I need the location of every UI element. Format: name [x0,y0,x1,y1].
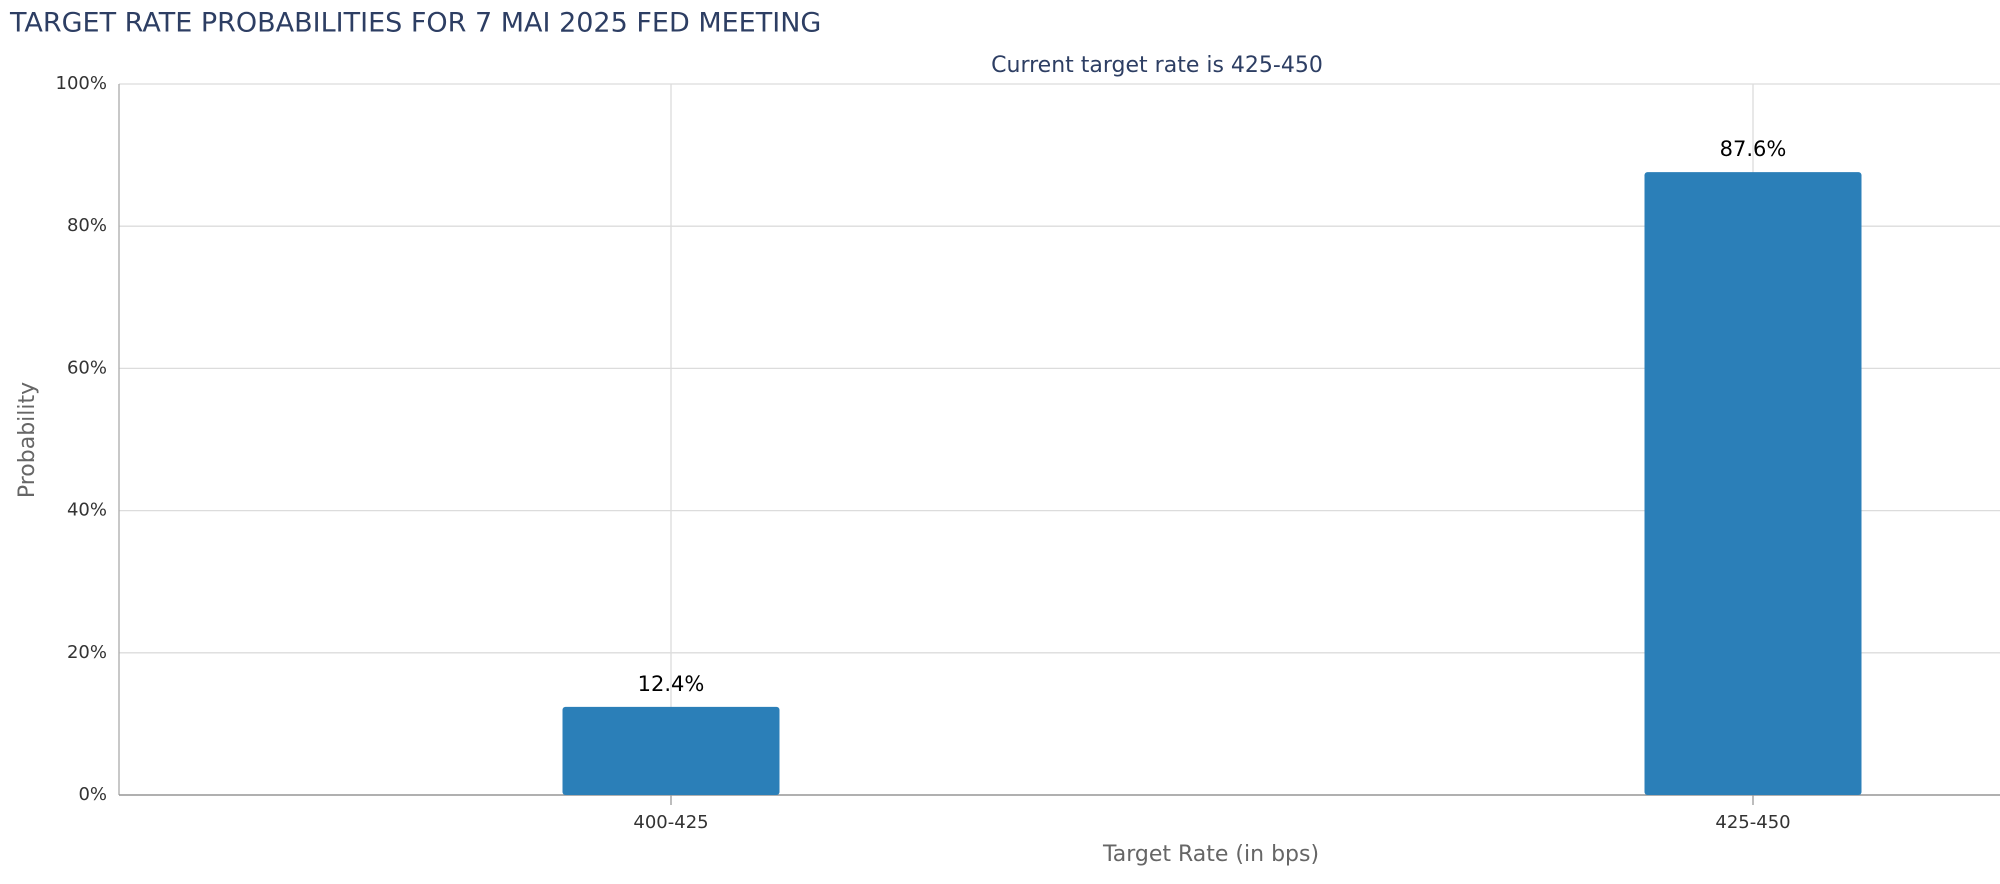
y-tick-label: 100% [56,73,107,94]
bar [1644,172,1862,795]
y-tick-label: 0% [78,784,107,805]
bar [562,706,780,795]
chart-title: TARGET RATE PROBABILITIES FOR 7 MAI 2025… [9,8,821,39]
y-tick-label: 80% [67,215,107,236]
data-label: 12.4% [638,672,705,696]
x-tick-label: 400-425 [633,812,708,833]
y-tick-label: 40% [67,500,107,521]
x-tick-label: 425-450 [1715,812,1790,833]
x-axis-label: Target Rate (in bps) [1102,842,1319,867]
y-tick-label: 60% [67,357,107,378]
y-tick-label: 20% [67,642,107,663]
chart-subtitle: Current target rate is 425-450 [991,53,1323,78]
data-label: 87.6% [1720,137,1787,161]
y-axis-label: Probability [15,382,40,498]
